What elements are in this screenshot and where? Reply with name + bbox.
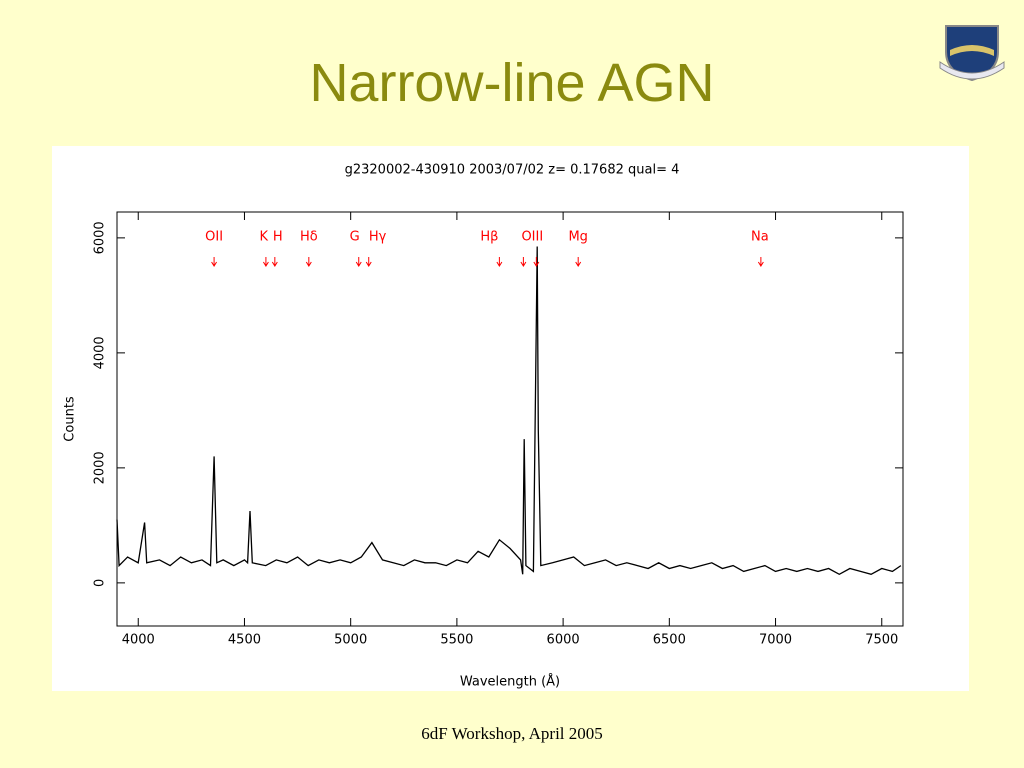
logo [939,25,1005,82]
slide-title: Narrow-line AGN [309,53,715,113]
x-tick-label: 4500 [228,633,261,648]
x-tick-label: 5000 [334,633,367,648]
chart: g2320002-430910 2003/07/02 z= 0.17682 qu… [52,146,969,691]
line-marker-arrow [271,257,278,267]
chart-panel [52,146,969,691]
line-label: Hγ [369,230,387,245]
line-label: H [273,230,283,245]
line-label: Na [751,230,769,245]
line-marker-arrow [355,257,362,267]
line-marker-arrow [365,257,372,267]
x-tick-label: 7500 [865,633,898,648]
line-label: K [260,230,269,245]
x-tick-label: 6500 [653,633,686,648]
chart-title: g2320002-430910 2003/07/02 z= 0.17682 qu… [345,163,680,178]
slide-footer: 6dF Workshop, April 2005 [421,724,603,743]
line-marker-arrow [496,257,503,267]
x-tick-label: 5500 [440,633,473,648]
x-axis-label: Wavelength (Å) [460,674,560,690]
line-marker-arrow [575,257,582,267]
x-tick-label: 4000 [122,633,155,648]
y-tick-label: 6000 [93,221,108,254]
line-marker-arrow [211,257,218,267]
line-marker-arrow [305,257,312,267]
y-tick-label: 2000 [93,451,108,484]
line-marker-arrow [757,257,764,267]
x-tick-label: 6000 [547,633,580,648]
line-marker-arrow [262,257,269,267]
x-tick-label: 7000 [759,633,792,648]
y-axis-label: Counts [63,396,78,442]
y-tick-label: 4000 [93,336,108,369]
line-label: Hβ [480,230,498,245]
line-label: Hδ [300,230,318,245]
line-label: G [350,230,360,245]
plot-frame [116,211,904,627]
y-tick-label: 0 [93,579,108,587]
line-label: OII [205,230,223,245]
line-marker-arrow [533,257,540,267]
line-label: Mg [568,230,587,245]
line-label: OIII [521,230,543,245]
line-marker-arrow [520,257,527,267]
spectrum-line [116,246,902,576]
